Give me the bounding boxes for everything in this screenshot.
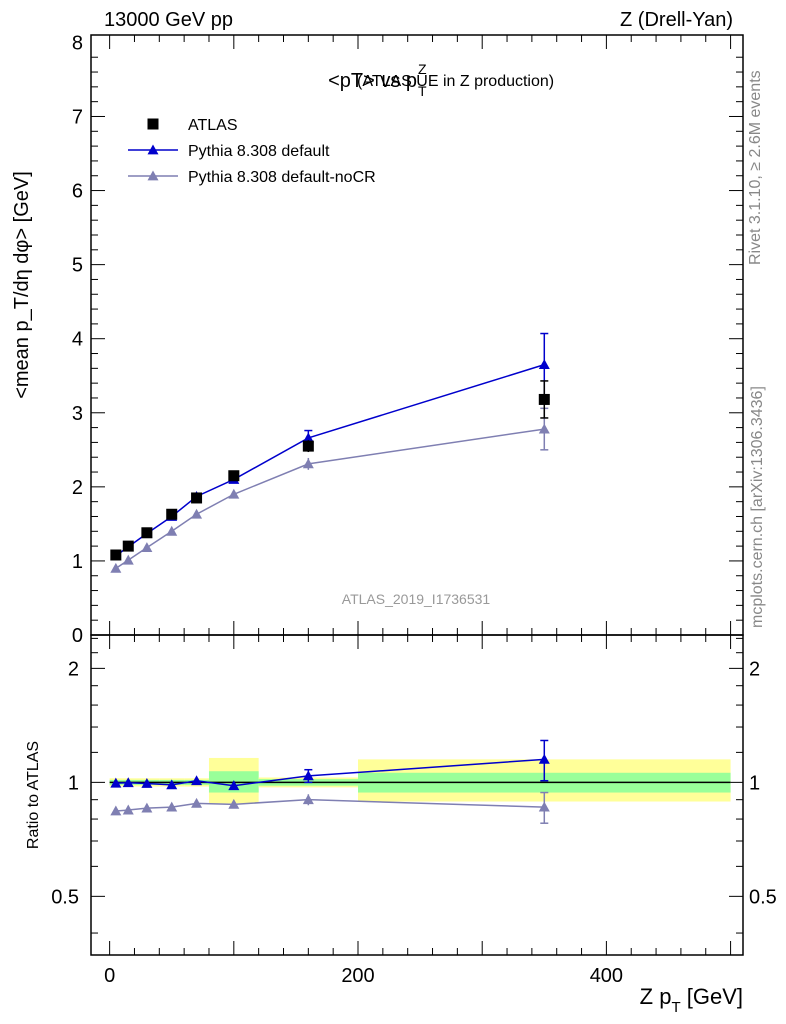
main-y-tick-label: 4	[72, 329, 83, 351]
pythia-nocr-point	[110, 562, 122, 573]
pythia-nocr-point	[302, 458, 314, 469]
ratio-pythia-default-point	[538, 753, 550, 764]
ratio-x-tick-label: 200	[341, 965, 374, 987]
collision-energy-label: 13000 GeV pp	[104, 9, 233, 31]
ratio-y-tick-label: 2	[68, 658, 79, 680]
legend-label: Pythia 8.308 default-noCR	[188, 169, 376, 186]
ratio-pythia-nocr-point	[166, 801, 178, 812]
plot-title-sub: T	[418, 83, 427, 99]
plot-title-sup: Z	[418, 61, 427, 77]
main-y-tick-label: 7	[72, 106, 83, 128]
ratio-frame	[90, 634, 744, 956]
atlas-data-point	[166, 508, 178, 520]
pythia-default-point	[302, 432, 314, 443]
ratio-y-tick-label: 0.5	[51, 886, 79, 908]
mcplots-label: mcplots.cern.ch [arXiv:1306.3436]	[749, 386, 766, 628]
ratio-pythia-nocr-point	[191, 797, 203, 808]
plot-title-main: <pT> vs p	[328, 70, 417, 92]
pythia-nocr-line	[115, 428, 545, 569]
ratio-x-tick-label: 400	[590, 965, 623, 987]
ratio-pythia-default-point	[141, 778, 153, 788]
plot-title-suffix: (ATLAS UE in Z production)	[357, 73, 554, 90]
atlas-data-point	[141, 527, 153, 539]
ratio-pythia-nocr-point	[538, 801, 550, 812]
main-y-axis-label: <mean p_T/dη dφ> [GeV]	[11, 171, 33, 399]
ratio-pythia-default-point	[110, 777, 122, 788]
main-y-tick-label: 6	[72, 181, 83, 203]
main-y-tick-label: 0	[72, 625, 83, 647]
ratio-pythia-default-point	[191, 775, 203, 786]
pythia-nocr-point	[228, 488, 240, 499]
rivet-version-label: Rivet 3.1.10, ≥ 2.6M events	[747, 70, 764, 265]
main-panel: 0 1 2 3 4 5 6 7 8	[72, 32, 744, 647]
ratio-pythia-nocr-point	[122, 804, 134, 815]
ratio-pythia-nocr-point	[302, 794, 314, 805]
process-label: Z (Drell-Yan)	[620, 9, 733, 31]
ratio-panel: 0 200 400 0.5 0.5 1 1 2 2	[51, 634, 777, 987]
ratio-y-tick-label-right: 2	[749, 658, 760, 680]
legend-label: ATLAS	[188, 117, 238, 134]
ratio-pythia-nocr-point	[228, 798, 240, 809]
ratio-pythia-default-point	[302, 770, 314, 781]
atlas-data-point	[110, 549, 122, 561]
ratio-pythia-default-point	[228, 780, 240, 791]
atlas-data-point	[122, 540, 134, 552]
x-axis-label: Z pT [GeV]	[640, 984, 743, 1016]
pythia-nocr-point	[122, 554, 134, 565]
main-y-tick-label: 2	[72, 477, 83, 499]
ratio-pythia-nocr-point	[110, 805, 122, 816]
legend: ATLAS Pythia 8.308 default Pythia 8.308 de…	[128, 117, 376, 186]
ratio-y-tick-label: 1	[68, 772, 79, 794]
pythia-default-point	[538, 359, 550, 370]
ratio-pythia-default-point	[122, 777, 134, 788]
ratio-x-tick-label: 0	[104, 965, 115, 987]
pythia-nocr-point	[538, 423, 550, 434]
atlas-data-point	[538, 393, 550, 405]
legend-marker	[147, 170, 159, 181]
ratio-y-tick-label-right: 0.5	[749, 886, 777, 908]
main-y-tick-label: 1	[72, 551, 83, 573]
main-y-axis-label-text: <mean p_T/dη dφ> [GeV]	[11, 171, 33, 399]
atlas-data-point	[302, 440, 314, 452]
pythia-nocr-point	[191, 508, 203, 519]
atlas-data-point	[191, 492, 203, 504]
main-y-tick-label: 3	[72, 403, 83, 425]
analysis-id: ATLAS_2019_I1736531	[342, 591, 491, 607]
atlas-data-point	[228, 470, 240, 482]
ratio-pythia-nocr-point	[141, 802, 153, 813]
ratio-pythia-default-point	[166, 779, 178, 790]
plot-title: <pT> vs p Z T (ATLAS UE in Z production)	[328, 61, 554, 99]
main-y-tick-label: 8	[72, 32, 83, 54]
ratio-y-axis-label: Ratio to ATLAS	[25, 741, 42, 849]
main-y-tick-label: 5	[72, 255, 83, 277]
legend-marker-atlas	[147, 118, 159, 130]
legend-label: Pythia 8.308 default	[188, 143, 330, 160]
pythia-nocr-point	[141, 542, 153, 552]
legend-marker	[147, 144, 159, 155]
ratio-y-tick-label-right: 1	[749, 772, 760, 794]
ratio-pythia-nocr-line	[115, 798, 545, 812]
pythia-nocr-point	[166, 525, 178, 536]
